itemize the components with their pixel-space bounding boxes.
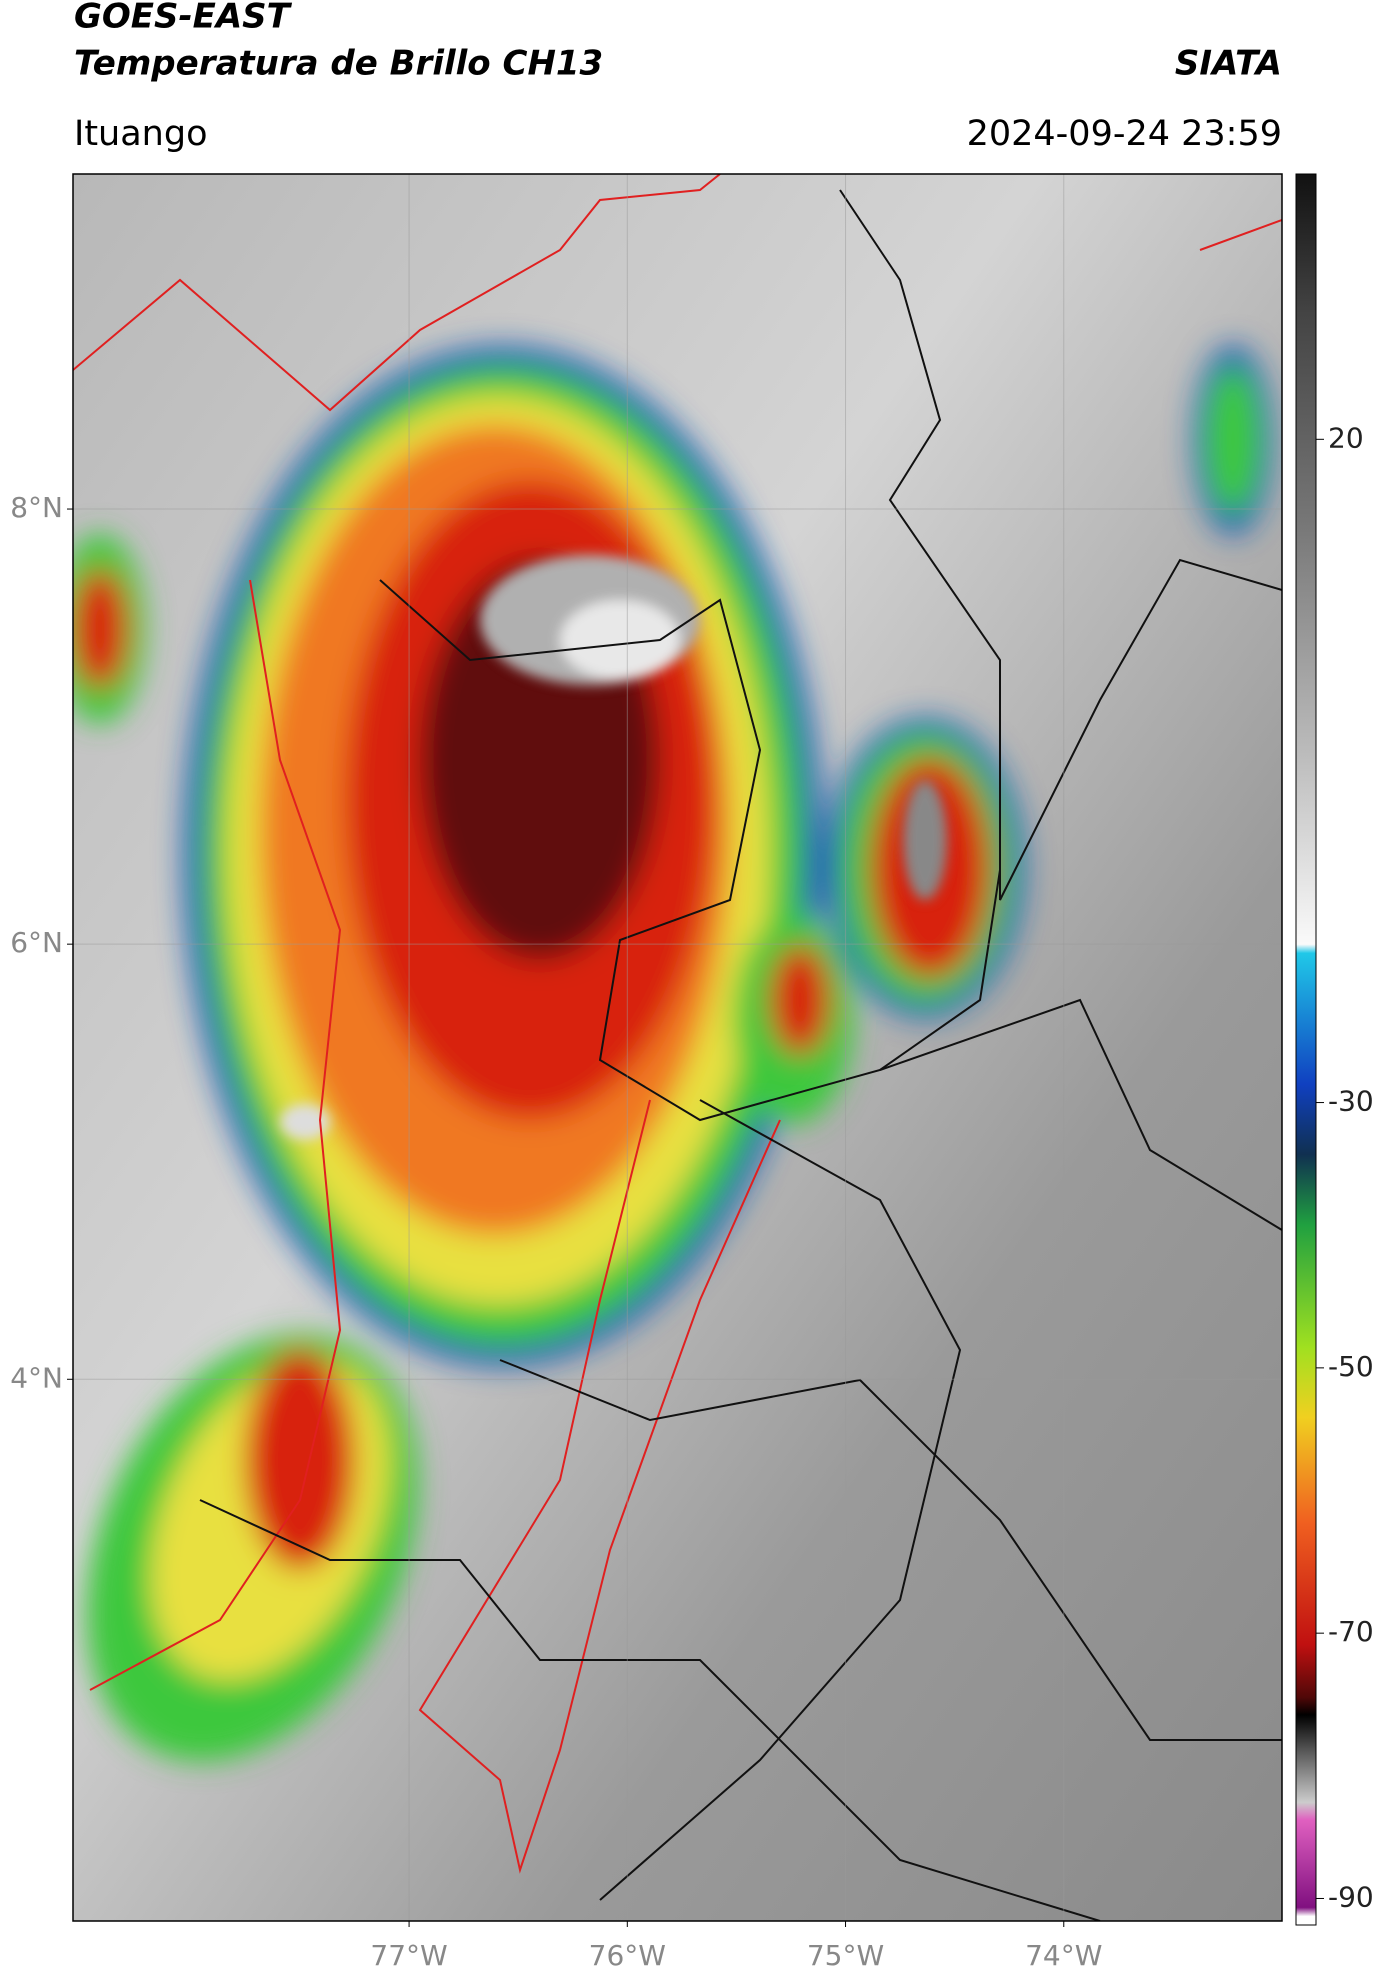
lat-label: 4°N bbox=[10, 1361, 63, 1394]
colorbar-label: -50 bbox=[1328, 1350, 1374, 1383]
lon-label: 75°W bbox=[807, 1939, 884, 1972]
datetime: 2024-09-24 23:59 bbox=[967, 114, 1282, 154]
lon-label: 76°W bbox=[589, 1939, 666, 1972]
colorbar-label: -70 bbox=[1328, 1615, 1374, 1648]
map-frame bbox=[72, 173, 1283, 1922]
graticule bbox=[73, 174, 1282, 1921]
colorbar-label: 20 bbox=[1328, 421, 1364, 454]
location: Ituango bbox=[74, 114, 208, 154]
lat-label: 8°N bbox=[10, 491, 63, 524]
lat-label: 6°N bbox=[10, 926, 63, 959]
source: SIATA bbox=[1175, 44, 1282, 84]
satellite-image bbox=[73, 174, 1282, 1921]
lon-label: 77°W bbox=[370, 1939, 447, 1972]
colorbar-label: -30 bbox=[1328, 1085, 1374, 1118]
colorbar-label: -90 bbox=[1328, 1880, 1374, 1913]
subtitle: Temperatura de Brillo CH13 bbox=[74, 44, 603, 84]
lon-label: 74°W bbox=[1025, 1939, 1102, 1972]
title: GOES-EAST bbox=[74, 0, 293, 37]
colorbar bbox=[1295, 173, 1317, 1926]
